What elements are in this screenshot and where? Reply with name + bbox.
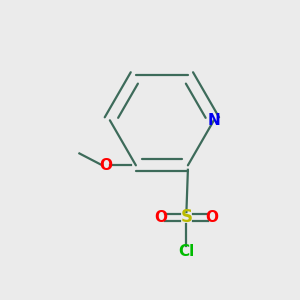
Text: O: O [100,158,113,173]
Text: O: O [205,210,218,225]
Text: O: O [154,210,168,225]
Text: Cl: Cl [178,244,194,259]
Text: N: N [208,113,220,128]
Text: S: S [180,208,192,226]
